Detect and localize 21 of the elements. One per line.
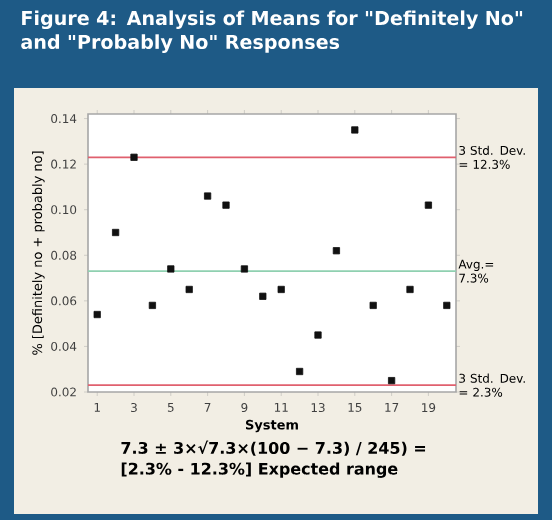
point [388,377,396,385]
point [424,201,432,209]
point [277,285,285,294]
chart-title: Figure 4: Analysis of Means for "Definitely No" and "Probably No" Responses [21,10,523,53]
point [112,228,120,237]
point [369,301,377,309]
point [148,301,156,309]
point [240,265,248,273]
point [93,310,101,319]
point [314,331,322,339]
point [204,192,212,200]
point [222,201,230,209]
point [259,292,267,300]
point [443,301,451,309]
point [351,126,359,134]
point [332,247,340,255]
point [406,285,414,294]
point [185,285,193,294]
point [296,367,304,376]
point [167,265,175,273]
point [130,153,138,161]
